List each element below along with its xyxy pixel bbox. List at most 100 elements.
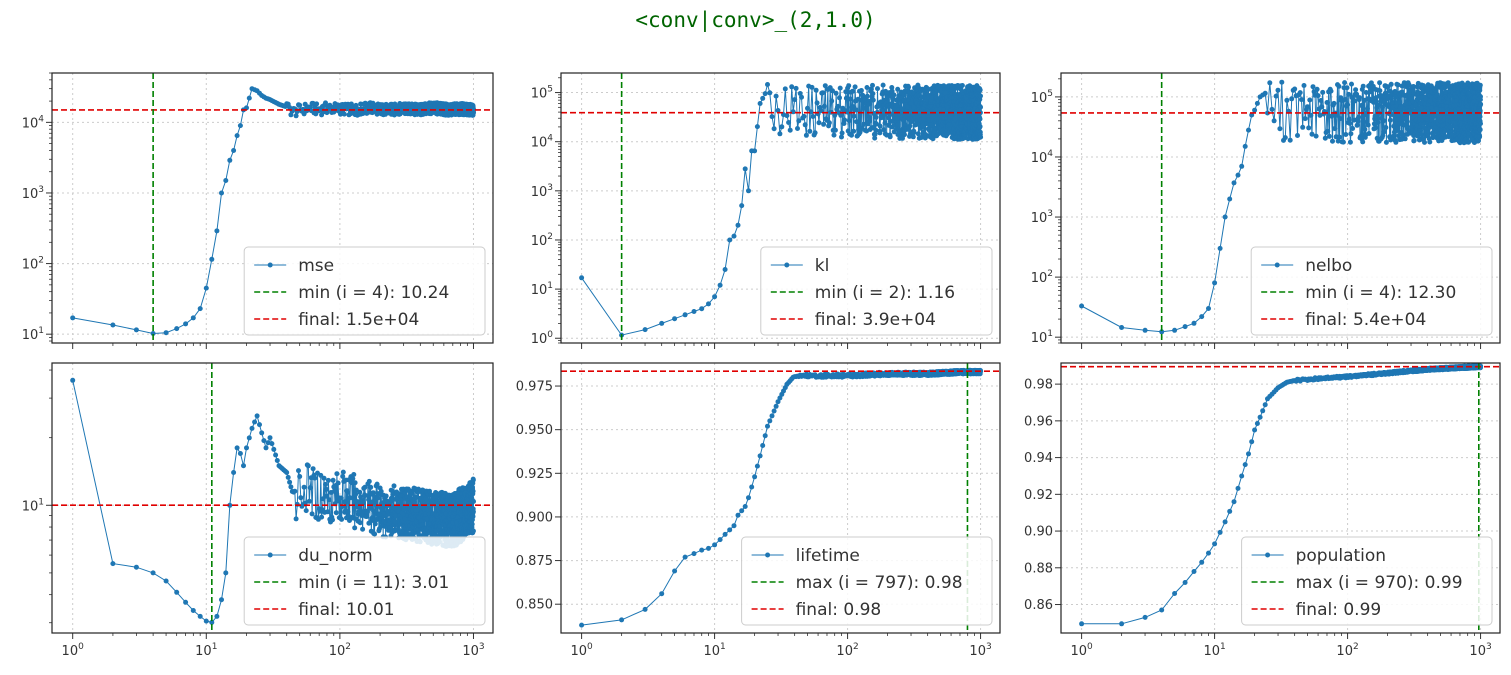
data-point [843, 95, 849, 101]
y-tick-label: 101 [531, 281, 553, 298]
data-point [1396, 108, 1402, 114]
data-point [889, 85, 895, 90]
data-point [846, 118, 852, 124]
data-point [773, 93, 779, 99]
data-point [1360, 139, 1366, 145]
legend-frame [243, 536, 486, 626]
data-point [1292, 86, 1298, 92]
data-point [1336, 83, 1342, 89]
data-point [1332, 126, 1338, 132]
data-point [237, 451, 243, 456]
plot-frame [51, 72, 494, 344]
legend-min-label: min (i = 2): 1.16 [815, 283, 955, 303]
data-point [752, 148, 758, 154]
data-point [203, 285, 209, 291]
data-point [323, 481, 328, 487]
data-point [820, 90, 826, 96]
data-point [1346, 91, 1352, 97]
data-point [682, 554, 688, 560]
data-point [977, 116, 983, 122]
data-point [326, 497, 332, 503]
x-tick-label: 103 [969, 642, 991, 659]
x-tick-label: 102 [836, 642, 858, 659]
y-tick-label: 105 [1031, 89, 1053, 106]
data-point [1265, 110, 1270, 116]
data-point [765, 423, 770, 429]
data-point [746, 495, 751, 501]
data-point [760, 95, 766, 101]
data-point [362, 484, 368, 490]
legend-frame [760, 246, 993, 336]
data-point [223, 570, 229, 576]
data-point [803, 132, 809, 138]
data-point [1182, 324, 1188, 330]
data-point [775, 108, 781, 113]
data-point [893, 102, 899, 108]
data-point [1401, 80, 1407, 86]
y-tick-label: 104 [531, 134, 554, 151]
y-tick-label: 0.850 [516, 598, 553, 613]
data-point [310, 466, 316, 472]
data-point [1295, 133, 1300, 138]
data-point [727, 527, 733, 533]
data-point [749, 484, 755, 490]
data-point [754, 124, 760, 130]
data-point [323, 486, 329, 492]
data-point [691, 309, 697, 314]
data-point [832, 112, 838, 118]
data-point [906, 84, 911, 90]
data-point [839, 134, 844, 140]
data-point [752, 474, 758, 480]
x-tick-label: 103 [462, 642, 484, 659]
data-point [858, 88, 864, 93]
data-point [769, 114, 775, 120]
data-point [234, 133, 240, 139]
data-point [769, 413, 775, 419]
data-point [1342, 80, 1348, 86]
data-point [851, 113, 857, 119]
data-point [742, 166, 748, 172]
data-point [875, 86, 880, 92]
data-point [1365, 122, 1371, 128]
legend-min-label: min (i = 4): 10.24 [298, 283, 449, 303]
data-point [402, 516, 408, 522]
data-point [1337, 116, 1343, 122]
data-point [1354, 122, 1360, 128]
data-point [150, 331, 156, 336]
data-point [861, 121, 867, 127]
data-point [219, 597, 224, 603]
legend-final-label: final: 5.4e+04 [1305, 310, 1426, 330]
data-point [1307, 97, 1313, 103]
y-tick-label: 102 [1031, 269, 1053, 286]
data-point [813, 87, 819, 93]
data-point [808, 109, 814, 115]
data-point [1309, 131, 1315, 137]
data-point [1381, 129, 1387, 135]
legend-final-label: final: 10.01 [298, 600, 394, 620]
data-point [852, 84, 858, 90]
data-point [717, 282, 723, 288]
y-tick-label: 0.900 [516, 510, 553, 525]
data-point [227, 502, 233, 508]
data-point [731, 523, 737, 529]
data-point [133, 327, 139, 333]
data-point [1275, 87, 1281, 93]
data-point [288, 484, 294, 490]
data-point [197, 306, 203, 312]
data-point [297, 474, 303, 479]
data-point [1302, 116, 1308, 122]
data-point [1478, 121, 1483, 127]
data-point [234, 445, 240, 451]
data-point [1466, 130, 1472, 136]
data-point [1305, 104, 1310, 110]
data-point [910, 134, 916, 140]
data-point [735, 512, 741, 518]
data-point [1334, 112, 1340, 118]
data-point [368, 484, 374, 490]
data-point [739, 508, 745, 514]
data-point [977, 124, 983, 129]
data-point [767, 418, 773, 424]
data-point [1411, 138, 1417, 143]
